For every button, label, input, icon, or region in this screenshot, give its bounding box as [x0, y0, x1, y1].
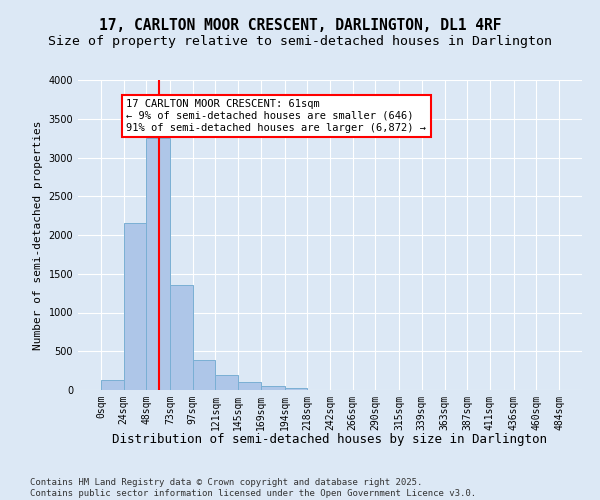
Bar	[124, 222, 146, 390]
Bar	[261, 386, 284, 390]
Bar	[101, 380, 124, 390]
Y-axis label: Number of semi-detached properties: Number of semi-detached properties	[33, 120, 43, 350]
X-axis label: Distribution of semi-detached houses by size in Darlington: Distribution of semi-detached houses by …	[113, 433, 548, 446]
Bar	[215, 376, 238, 390]
Text: Contains HM Land Registry data © Crown copyright and database right 2025.
Contai: Contains HM Land Registry data © Crown c…	[30, 478, 476, 498]
Bar	[146, 138, 170, 390]
Text: 17 CARLTON MOOR CRESCENT: 61sqm
← 9% of semi-detached houses are smaller (646)
9: 17 CARLTON MOOR CRESCENT: 61sqm ← 9% of …	[127, 100, 427, 132]
Text: 17, CARLTON MOOR CRESCENT, DARLINGTON, DL1 4RF: 17, CARLTON MOOR CRESCENT, DARLINGTON, D…	[99, 18, 501, 32]
Bar	[284, 388, 307, 390]
Bar	[193, 360, 215, 390]
Bar	[170, 286, 193, 390]
Text: Size of property relative to semi-detached houses in Darlington: Size of property relative to semi-detach…	[48, 35, 552, 48]
Bar	[238, 382, 261, 390]
